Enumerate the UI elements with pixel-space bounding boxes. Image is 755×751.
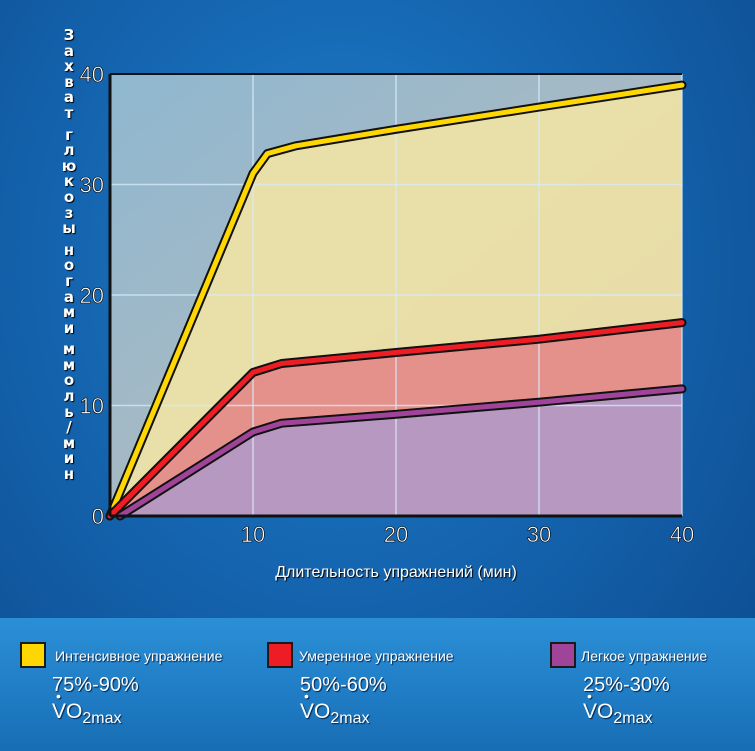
legend-percent: 25%-30% <box>583 674 670 696</box>
x-tick-label: 30 <box>527 522 551 547</box>
vo-text: VO <box>300 688 330 724</box>
y-axis-label-char: о <box>63 371 75 390</box>
x-tick-label: 10 <box>241 522 265 547</box>
legend-vo2max: VO2max <box>583 688 653 728</box>
y-axis-label-char: м <box>62 355 76 374</box>
y-axis-label-char: з <box>64 203 74 222</box>
y-axis-label-char: г <box>65 271 73 290</box>
y-axis-label-char: и <box>63 318 75 337</box>
y-tick-label: 40 <box>80 62 104 87</box>
y-axis-label-char: м <box>62 340 76 359</box>
legend-swatch <box>20 642 46 668</box>
legend-swatch <box>267 642 293 668</box>
y-axis-label-char: о <box>63 187 75 206</box>
y-axis-label-char: м <box>62 303 76 322</box>
y-axis-label-word: м м о л ь / м и н <box>63 342 75 482</box>
legend-label: Интенсивное упражнение <box>55 648 223 664</box>
y-axis-label-char: в <box>64 72 74 91</box>
legend-label: Легкое упражнение <box>581 648 708 664</box>
legend-vo2max: VO2max <box>52 688 122 728</box>
y-tick-label: 10 <box>80 394 104 419</box>
x-tick-label: 40 <box>670 522 694 547</box>
y-tick-label: 20 <box>80 283 104 308</box>
y-axis-label-char: / <box>66 418 72 437</box>
x-axis-label: Длительность упражнений (мин) <box>275 564 517 581</box>
y-tick-label: 30 <box>80 173 104 198</box>
y-axis-label-char: х <box>64 57 74 76</box>
y-tick-label: 0 <box>92 504 104 529</box>
y-axis-label-char: л <box>63 141 75 160</box>
vo-subscript: 2max <box>613 710 653 727</box>
y-axis-label-char: З <box>63 26 75 44</box>
legend-swatch <box>550 642 576 668</box>
vo-subscript: 2max <box>330 710 370 727</box>
vo-subscript: 2max <box>82 710 122 727</box>
y-axis-label-char: ь <box>64 402 74 421</box>
y-axis-label-char: ю <box>61 156 77 175</box>
chart-plot: 0 10 20 30 40 10 20 30 40 <box>79 62 694 548</box>
y-axis-label-char: м <box>62 433 76 452</box>
legend: Интенсивное упражнение 75%-90% VO2max Ум… <box>0 618 755 751</box>
legend-label: Умеренное упражнение <box>299 648 454 664</box>
y-axis-label-char: а <box>63 287 75 306</box>
y-axis-label-char: н <box>63 240 75 259</box>
vo-text: VO <box>52 688 82 724</box>
legend-percent: 75%-90% <box>52 674 139 696</box>
y-axis-label-char: г <box>65 125 73 144</box>
series-line-0 <box>107 82 685 519</box>
legend-vo2max: VO2max <box>300 688 370 728</box>
x-tick-label: 20 <box>384 522 408 547</box>
series-area-2 <box>120 388 682 516</box>
y-axis-label-char: н <box>63 465 75 484</box>
y-axis-label-char: л <box>63 387 75 406</box>
vo-text: VO <box>583 688 613 724</box>
y-axis-label-char: к <box>63 172 75 191</box>
y-axis-label-char: о <box>63 256 75 275</box>
legend-percent: 50%-60% <box>300 674 387 696</box>
y-axis-label-char: ы <box>62 219 76 238</box>
y-axis-label-char: т <box>64 103 74 122</box>
series-line-2 <box>117 386 685 519</box>
y-axis-label-char: а <box>63 41 75 60</box>
series-line-1 <box>107 320 685 519</box>
y-axis-label-char: и <box>63 449 75 468</box>
y-axis-label-char: а <box>63 88 75 107</box>
